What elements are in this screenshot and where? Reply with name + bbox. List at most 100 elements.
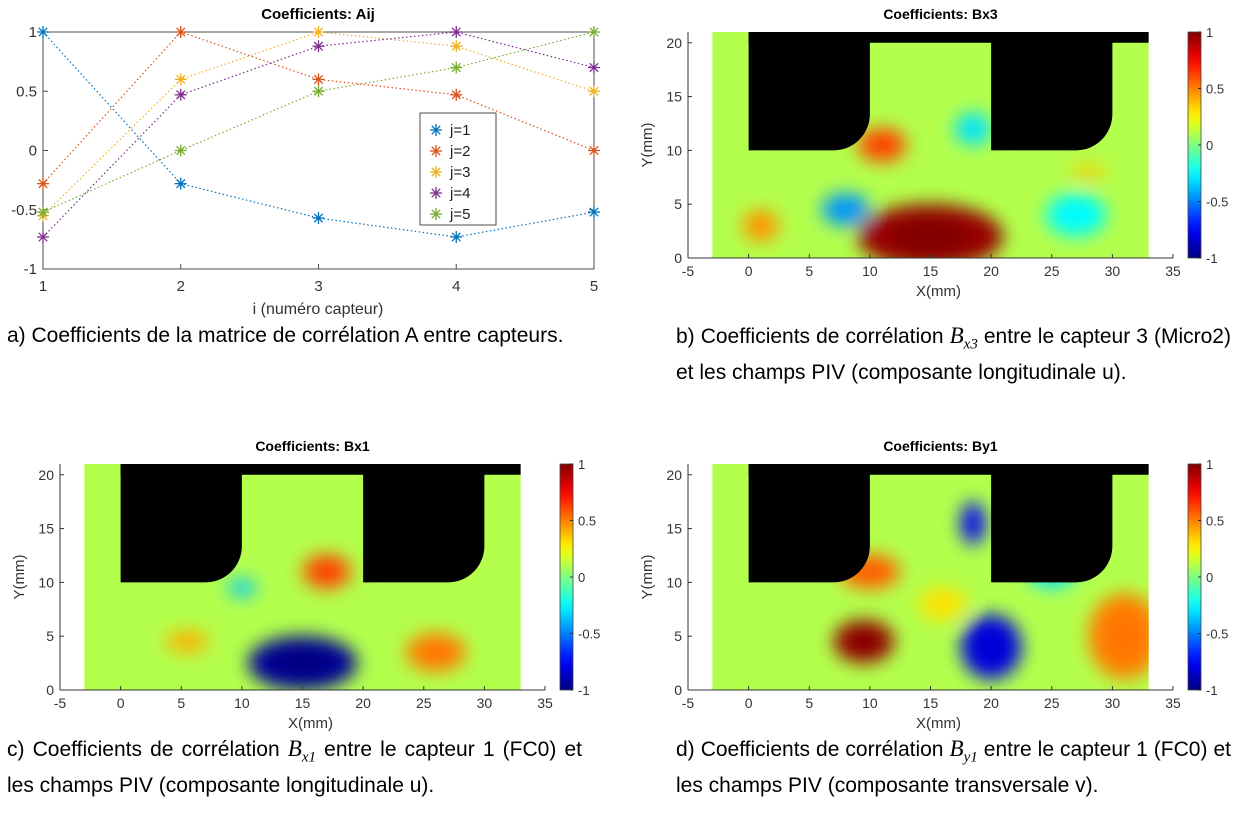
caption-suffix: entre le capteur 1 (FC0) et les champs P… xyxy=(7,738,582,797)
y-tick-label: 0.5 xyxy=(16,83,37,100)
obstacle-block-2 xyxy=(991,464,1113,583)
y-tick-label: 5 xyxy=(46,628,54,644)
caption-symbol: Bx3 xyxy=(949,323,978,353)
colorbar-tick-label: -1 xyxy=(1206,251,1218,266)
data-point xyxy=(588,85,600,98)
chart-title: Coefficients: Bx3 xyxy=(883,6,998,22)
caption-prefix: d) Coefficients de corrélation xyxy=(676,738,944,761)
y-tick-label: 20 xyxy=(666,467,682,483)
legend-marker xyxy=(430,166,442,178)
panel-b: Coefficients: Bx3 -5 0 5 10 15 20 25 30 35 0 5 10 15 2… xyxy=(628,0,1250,420)
caption-b: b) Coefficients de corrélation Bx3 entre… xyxy=(676,322,1231,386)
series-group xyxy=(37,26,600,244)
x-tick-label: 25 xyxy=(416,695,432,711)
legend-label: j=5 xyxy=(449,206,470,223)
x-tick-label: 4 xyxy=(452,278,460,295)
x-tick-label: -5 xyxy=(54,695,67,711)
top-wall xyxy=(748,464,1149,475)
caption-suffix: entre le capteur 1 (FC0) et les champs P… xyxy=(676,738,1231,797)
caption-prefix: c) Coefficients de corrélation xyxy=(7,738,280,761)
chart-title: Coefficients: Aij xyxy=(261,6,375,23)
data-point xyxy=(174,177,187,190)
x-tick-label: 1 xyxy=(39,278,47,295)
data-point xyxy=(450,231,463,244)
x-tick-label: 10 xyxy=(862,695,878,711)
x-tick-label: 25 xyxy=(1044,263,1060,279)
obstacle-mask xyxy=(748,464,1149,583)
colorbar: 1 0.5 0 -0.5 -1 xyxy=(1187,457,1228,698)
x-tick-label: 20 xyxy=(983,263,999,279)
correlation-blobs xyxy=(742,112,1107,258)
y-tick-label: 20 xyxy=(38,467,54,483)
colorbar-tick-label: -0.5 xyxy=(1206,627,1228,642)
legend: j=1 j=2 j=3 j=4 j=5 xyxy=(419,112,497,226)
correlation-blobs xyxy=(165,554,467,690)
y-tick-label: 20 xyxy=(666,35,682,51)
x-tick-label: 30 xyxy=(1105,263,1121,279)
colorbar-tick-label: -0.5 xyxy=(578,627,600,642)
x-axis-label: X(mm) xyxy=(916,283,961,300)
y-tick-label: 15 xyxy=(666,89,682,105)
x-axis-label: X(mm) xyxy=(916,715,961,732)
x-tick-label: 10 xyxy=(862,263,878,279)
legend-label: j=1 xyxy=(449,122,470,139)
data-point xyxy=(174,88,187,101)
x-tick-label: 0 xyxy=(745,695,753,711)
colorbar-tick-label: 0 xyxy=(578,570,585,585)
x-axis-label: X(mm) xyxy=(288,715,333,732)
caption-prefix: b) Coefficients de corrélation xyxy=(676,325,944,348)
data-point xyxy=(588,144,600,157)
correlation-blob-core xyxy=(847,629,881,654)
caption-c: c) Coefficients de corrélation Bx1 entre… xyxy=(7,735,582,799)
x-tick-label: 30 xyxy=(477,695,493,711)
caption-d: d) Coefficients de corrélation By1 entre… xyxy=(676,735,1231,799)
y-tick-label: 1 xyxy=(29,24,37,41)
x-tick-label: 5 xyxy=(805,263,813,279)
y-tick-label: 0 xyxy=(674,250,682,266)
legend-marker xyxy=(430,208,442,220)
y-tick-label: 0 xyxy=(674,682,682,698)
data-point xyxy=(450,61,463,74)
heatmap-field xyxy=(84,464,521,690)
x-tick-label: 2 xyxy=(177,278,185,295)
y-tick-label: 10 xyxy=(666,574,682,590)
data-point xyxy=(312,73,325,86)
colorbar-tick-label: 1 xyxy=(1206,25,1213,40)
correlation-blob-core xyxy=(313,562,341,582)
data-point xyxy=(37,231,49,244)
x-tick-label: 15 xyxy=(923,263,939,279)
y-axis-label: Y(mm) xyxy=(11,555,28,600)
y-tick-label: -0.5 xyxy=(11,202,37,219)
data-point xyxy=(588,206,600,219)
obstacle-block-2 xyxy=(991,32,1113,151)
data-point xyxy=(312,85,325,98)
top-wall xyxy=(120,464,521,475)
top-wall xyxy=(748,32,1149,43)
series-line-j3 xyxy=(42,31,595,217)
x-tick-label: 15 xyxy=(923,695,939,711)
caption-symbol: Bx1 xyxy=(287,736,317,766)
data-point xyxy=(174,26,187,38)
obstacle-block-1 xyxy=(120,464,242,583)
correlation-blob-core xyxy=(1078,168,1099,176)
correlation-blob-core xyxy=(419,641,453,663)
data-point xyxy=(37,206,49,219)
caption-symbol: By1 xyxy=(949,736,978,766)
x-tick-label: 35 xyxy=(1165,263,1181,279)
series-line-j2 xyxy=(42,31,595,185)
line-chart-aij: Coefficients: Aij 1 2 3 4 5 -1 -0.5 0 0.5 1 i (nu… xyxy=(11,6,600,318)
heatmap-bx3: Coefficients: Bx3-5 0 5 10 15 20 25 30 350510152… xyxy=(639,6,1228,300)
obstacle-block-1 xyxy=(748,464,870,583)
series-line-j1 xyxy=(42,31,595,238)
caption-suffix: entre le capteur 3 (Micro2) et les champ… xyxy=(676,325,1231,384)
chart-title: Coefficients: By1 xyxy=(883,438,998,454)
data-point xyxy=(312,40,325,53)
x-tick-label: 20 xyxy=(983,695,999,711)
legend-label: j=2 xyxy=(449,143,470,160)
x-tick-label: 35 xyxy=(1165,695,1181,711)
panel-d: Coefficients: By1 -5 0 5 10 15 20 25 30 35 0 5 10 15 2… xyxy=(628,432,1250,827)
x-tick-label: 30 xyxy=(1105,695,1121,711)
